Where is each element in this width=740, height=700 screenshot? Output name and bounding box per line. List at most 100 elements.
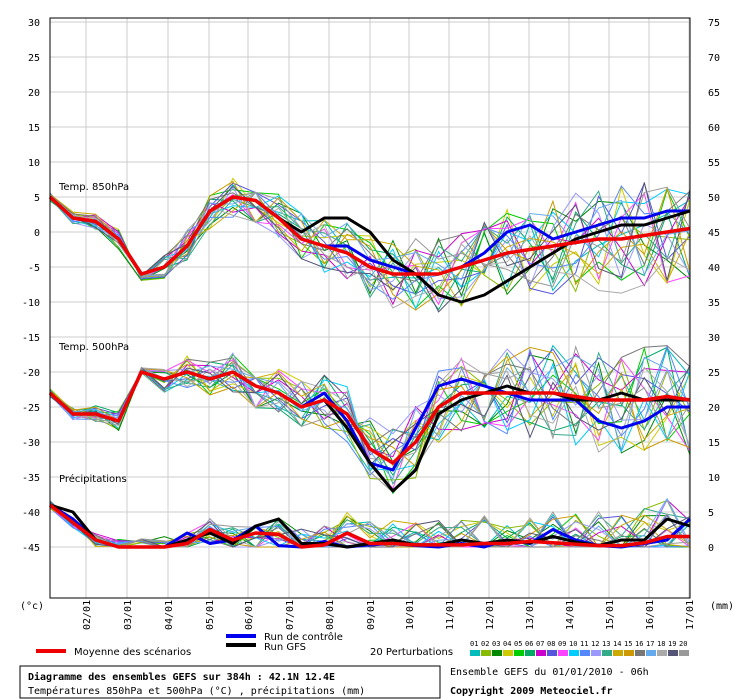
x-tick-label: 06/01 — [244, 600, 255, 630]
perturbation-color-codes: 01 02 03 04 05 06 07 08 09 10 11 12 13 14 15 16 17 18 19 20 — [470, 640, 689, 656]
right-tick-label: 55 — [708, 158, 720, 169]
right-axis-unit: (mm) — [710, 601, 734, 612]
left-tick-label: 5 — [34, 193, 40, 204]
perturbation-swatch — [613, 650, 623, 656]
left-tick-label: 10 — [28, 158, 40, 169]
right-tick-label: 65 — [708, 88, 720, 99]
x-tick-label: 04/01 — [164, 600, 175, 630]
perturbation-line — [49, 182, 691, 313]
perturbation-swatch — [514, 650, 524, 656]
perturbation-code: 20 — [679, 640, 687, 648]
x-tick-label: 16/01 — [645, 600, 656, 630]
right-tick-label: 45 — [708, 228, 720, 239]
perturbation-swatch — [481, 650, 491, 656]
perturbation-line — [49, 500, 691, 548]
left-tick-label: -10 — [22, 298, 40, 309]
perturbation-code: 15 — [624, 640, 632, 648]
perturbation-code: 11 — [580, 640, 588, 648]
right-tick-label: 75 — [708, 18, 720, 29]
perturbation-line — [49, 190, 691, 285]
right-tick-label: 50 — [708, 193, 720, 204]
footer-subtitle: Températures 850hPa et 500hPa (°C) , pré… — [28, 685, 365, 697]
perturbation-code: 12 — [591, 640, 599, 648]
panel-label: Temp. 500hPa — [58, 342, 129, 353]
x-axis-ticks: 02/01 03/01 04/01 05/01 06/01 07/01 08/01 09/01… — [82, 600, 696, 630]
perturbation-line — [49, 506, 691, 548]
left-tick-label: -35 — [22, 473, 40, 484]
perturbation-line — [49, 196, 691, 306]
perturbation-swatch — [525, 650, 535, 656]
x-tick-label: 14/01 — [565, 600, 576, 630]
x-tick-label: 02/01 — [82, 600, 93, 630]
perturbation-line — [49, 188, 691, 309]
panel-label: Précipitations — [59, 473, 127, 485]
copyright: Copyright 2009 Meteociel.fr — [450, 685, 613, 697]
perturbation-line — [49, 185, 691, 300]
perturbation-swatch — [591, 650, 601, 656]
perturbation-line — [49, 191, 691, 308]
legend-mean-label: Moyenne des scénarios — [74, 646, 191, 658]
legend-gfs-label: Run GFS — [264, 642, 306, 653]
x-tick-label: 17/01 — [685, 600, 696, 630]
right-tick-label: 0 — [708, 543, 714, 554]
left-tick-label: -15 — [22, 333, 40, 344]
left-tick-label: 25 — [28, 53, 40, 64]
left-tick-label: -25 — [22, 403, 40, 414]
perturbation-swatch — [635, 650, 645, 656]
perturbation-swatch — [668, 650, 678, 656]
left-tick-label: -40 — [22, 508, 40, 519]
left-tick-label: -45 — [22, 543, 40, 554]
legend: Moyenne des scénarios Run de contrôle Ru… — [36, 631, 689, 658]
perturbation-code: 14 — [613, 640, 621, 648]
perturbation-code: 08 — [547, 640, 555, 648]
left-tick-label: 20 — [28, 88, 40, 99]
x-tick-label: 13/01 — [525, 600, 536, 630]
perturbation-swatch — [657, 650, 667, 656]
perturbation-line — [49, 355, 691, 452]
legend-control-label: Run de contrôle — [264, 631, 343, 643]
perturbation-line — [49, 177, 691, 293]
perturbation-code: 13 — [602, 640, 610, 648]
perturbation-code: 06 — [525, 640, 533, 648]
left-tick-label: 0 — [34, 228, 40, 239]
perturbation-line — [49, 198, 691, 311]
run-info: Ensemble GEFS du 01/01/2010 - 06h — [450, 667, 649, 678]
perturbation-line — [49, 186, 691, 287]
right-tick-label: 15 — [708, 438, 720, 449]
perturbation-line — [49, 346, 691, 477]
grid — [50, 18, 690, 598]
perturbation-line — [49, 195, 691, 298]
perturbation-line — [49, 345, 691, 494]
x-tick-label: 05/01 — [205, 600, 216, 630]
mean-scenarios-line — [48, 503, 690, 549]
perturbation-code: 01 — [470, 640, 478, 648]
perturbation-code: 05 — [514, 640, 522, 648]
perturbation-line — [49, 192, 691, 293]
right-tick-label: 5 — [708, 508, 714, 519]
left-axis-unit: (°c) — [20, 601, 44, 612]
left-tick-label: -20 — [22, 368, 40, 379]
perturbation-swatch — [503, 650, 513, 656]
perturbation-code: 07 — [536, 640, 544, 648]
right-tick-label: 40 — [708, 263, 720, 274]
perturbation-swatch — [470, 650, 480, 656]
left-tick-label: 15 — [28, 123, 40, 134]
perturbation-swatch — [547, 650, 557, 656]
mean-scenarios-line — [48, 195, 691, 276]
footer-title-box — [19, 665, 441, 699]
left-tick-label: 30 — [28, 18, 40, 29]
footer-title: Diagramme des ensembles GEFS sur 384h : … — [28, 671, 335, 683]
right-tick-label: 10 — [708, 473, 720, 484]
perturbation-line — [49, 362, 691, 471]
left-tick-label: -30 — [22, 438, 40, 449]
perturbation-swatch — [646, 650, 656, 656]
perturbation-swatch — [679, 650, 689, 656]
perturbation-line — [49, 346, 691, 468]
perturbation-code: 18 — [657, 640, 665, 648]
perturbation-code: 03 — [492, 640, 500, 648]
x-tick-label: 12/01 — [485, 600, 496, 630]
perturbation-swatch — [569, 650, 579, 656]
plot-frame — [49, 17, 691, 599]
